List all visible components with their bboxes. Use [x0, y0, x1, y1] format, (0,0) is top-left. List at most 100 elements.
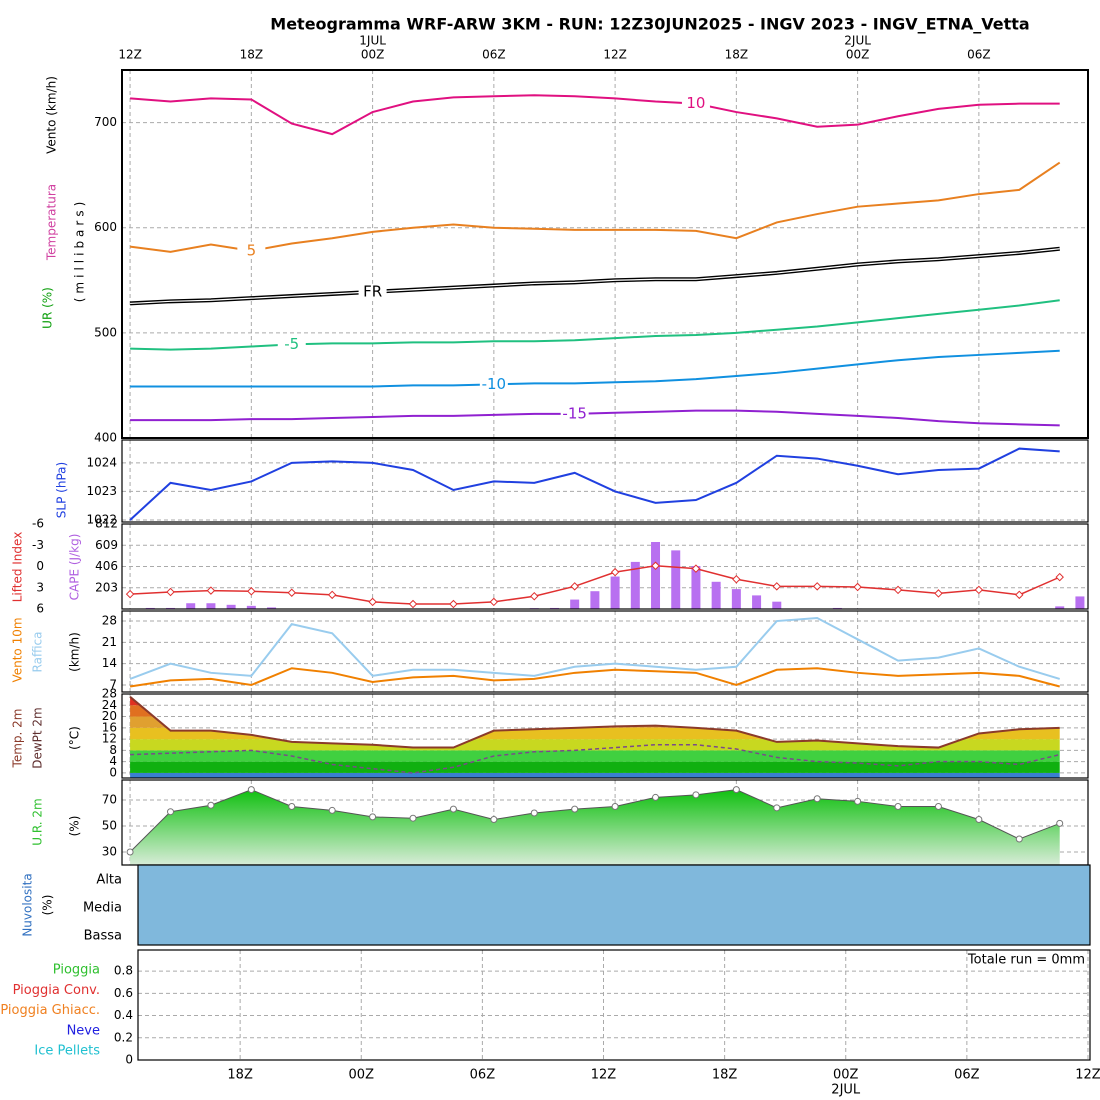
bar [651, 542, 661, 609]
y2-tick-label: 406 [95, 559, 118, 573]
bar [186, 603, 196, 609]
panel: -15 -10 -5 FR 5 10 400 500 600 700 [94, 69, 1089, 445]
cloud-cover [138, 865, 1090, 945]
marker [975, 816, 983, 824]
y-tick-label: 500 [94, 325, 117, 339]
temp-band [130, 772, 1060, 778]
label-bg [681, 95, 710, 112]
bar [610, 576, 620, 609]
bar [570, 599, 580, 609]
x-tick-label: 12Z [1075, 1068, 1100, 1083]
y-label: (%) [41, 895, 55, 916]
series-line [130, 743, 1060, 774]
y-tick-label: 0 [125, 1053, 133, 1067]
y-label: (%) [68, 816, 82, 837]
y-label: Temperatura [45, 184, 59, 261]
marker [893, 585, 903, 595]
day-label: 1JUL [359, 34, 386, 48]
y-tick-label: 30 [102, 845, 117, 859]
level-label: Media [83, 901, 122, 916]
day-label: 2JUL [831, 1083, 861, 1098]
y-label: SLP (hPa) [55, 462, 69, 518]
y-tick-label: 1024 [86, 455, 117, 469]
marker [247, 786, 255, 794]
x-tick-label: 06Z [470, 1068, 496, 1083]
temp-band [130, 705, 1060, 717]
marker [368, 597, 377, 607]
label-bg [560, 405, 589, 422]
panel-frame [121, 610, 1089, 693]
y-tick-label: -3 [32, 538, 44, 552]
y-tick-label: 28 [102, 687, 117, 701]
x-tick-label: 06Z [967, 48, 991, 62]
series-line [129, 616, 1060, 680]
x-tick-label: 12Z [118, 48, 142, 62]
panel-frame [137, 949, 1091, 1061]
bands [130, 696, 1060, 778]
marker [652, 793, 660, 801]
temp-band [130, 727, 1060, 740]
y-label: (millibars) [73, 198, 87, 303]
y-label: DewPt 2m [31, 707, 45, 769]
marker [490, 816, 498, 824]
series-area [130, 789, 1060, 865]
bar [206, 603, 216, 609]
y-label: CAPE (J/kg) [68, 534, 82, 601]
y2-tick-label: 609 [95, 538, 118, 552]
series-line [130, 299, 1060, 351]
marker [691, 564, 701, 573]
y-tick-label: 20 [102, 709, 117, 723]
y-tick-label: 0 [36, 559, 44, 573]
contour-label: FR [363, 282, 382, 300]
marker [570, 582, 579, 591]
panel: 30 50 70 [102, 779, 1089, 866]
panel: 1022 1023 1024 [86, 439, 1089, 527]
y-label: Lifted Index [11, 532, 25, 603]
y-tick-label: 0 [109, 765, 117, 779]
panel: 7 14 21 28 [102, 610, 1089, 693]
marker [854, 797, 862, 805]
marker [1015, 590, 1024, 600]
plot-area [138, 865, 1090, 945]
bar [630, 561, 640, 609]
total-label: Totale run = 0mm [967, 953, 1085, 968]
bar [1055, 606, 1065, 609]
marker [530, 809, 538, 817]
marker [1055, 572, 1064, 582]
marker [287, 588, 296, 597]
marker [166, 587, 175, 597]
y-tick-label: 400 [94, 431, 117, 445]
marker [1015, 835, 1023, 843]
bar [711, 581, 721, 609]
series-line [130, 248, 1060, 305]
bar [691, 566, 701, 609]
y-tick-label: 21 [102, 635, 117, 649]
y-label: (°C) [68, 726, 82, 750]
plot-area [122, 780, 1088, 865]
series-line [129, 246, 1060, 306]
bar [752, 595, 762, 609]
marker [408, 599, 418, 609]
plot-area [122, 611, 1088, 692]
x-tick-label: 12Z [591, 1068, 617, 1083]
marker [530, 592, 539, 601]
y-tick-label: 0.2 [114, 1030, 133, 1044]
plot-area [122, 694, 1088, 778]
title: Meteogramma WRF-ARW 3KM - RUN: 12Z30JUN2… [270, 15, 1029, 34]
marker [571, 805, 579, 813]
series-line [129, 789, 1060, 853]
marker [369, 813, 377, 821]
panel-frame [121, 693, 1089, 779]
panel: 0 0.2 0.4 0.6 0.8 Pioggia Pioggia Conv. Pioggia… [0, 949, 1100, 1098]
marker [934, 803, 942, 811]
marker [247, 587, 256, 596]
marker [125, 589, 135, 599]
y-tick-label: 0.8 [114, 964, 133, 978]
marker [772, 582, 782, 591]
x-tick-label: 18Z [240, 48, 264, 62]
y2-tick-label: 812 [95, 517, 118, 531]
legend-entry: Neve [67, 1023, 100, 1038]
y-tick-label: 0.6 [114, 986, 133, 1000]
series-line [129, 161, 1061, 253]
